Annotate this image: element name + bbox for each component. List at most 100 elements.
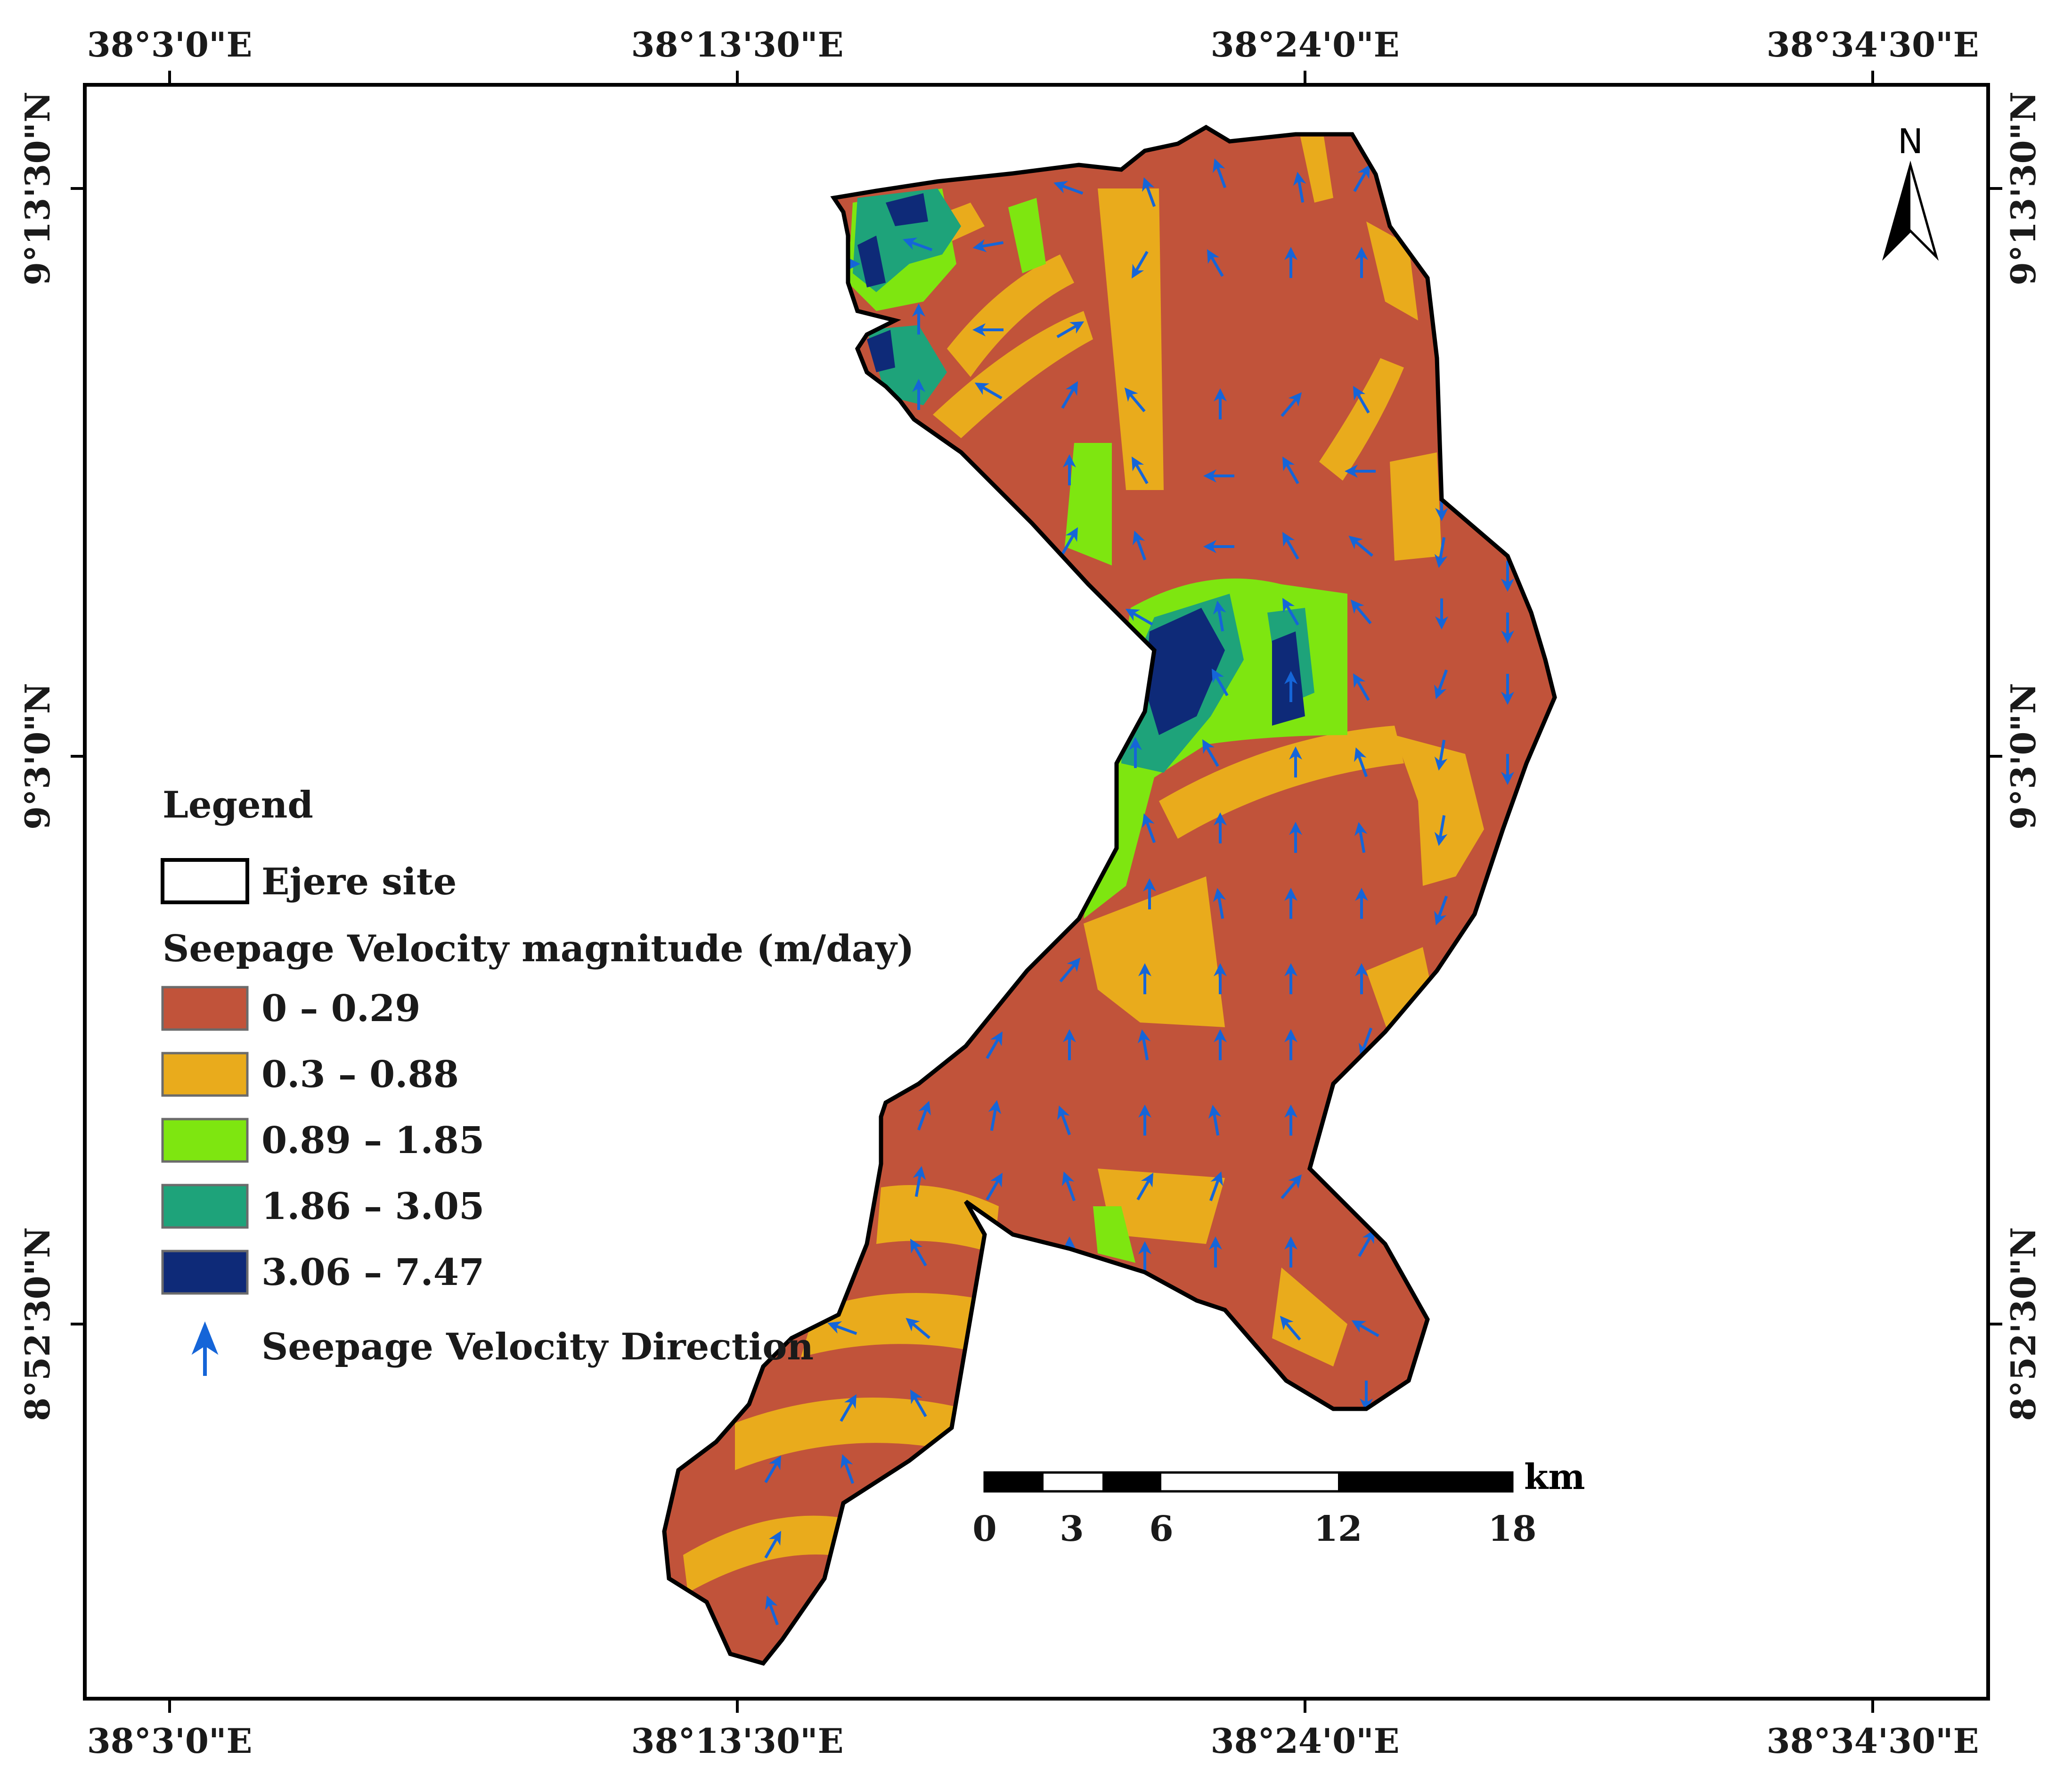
flow-arrow — [1061, 381, 1078, 409]
flow-arrow — [1142, 177, 1156, 207]
lon-label-bottom-2: 38°13'30"E — [631, 1721, 843, 1761]
flow-arrow — [986, 1172, 1003, 1201]
legend-site-swatch — [161, 858, 249, 904]
flow-arrow — [912, 303, 925, 335]
flow-arrow — [1284, 963, 1297, 994]
legend-swatch-4 — [161, 1184, 249, 1229]
flow-arrow — [903, 237, 933, 252]
flow-arrow — [1132, 456, 1149, 484]
north-arrow-label: N — [1898, 122, 1923, 161]
flow-arrow — [1293, 172, 1306, 203]
flow-arrow — [1353, 385, 1370, 414]
flow-arrow — [1203, 469, 1234, 483]
lat-label-left-2: 9°3'0"N — [17, 683, 57, 830]
flow-arrow — [1284, 1236, 1297, 1268]
flow-arrow — [1282, 532, 1299, 560]
flow-arrow — [1138, 1241, 1151, 1272]
flow-arrow — [1501, 561, 1514, 592]
flow-arrow — [1284, 1029, 1297, 1060]
flow-arrow — [1133, 531, 1147, 561]
flow-arrow — [972, 323, 1003, 336]
legend-swatch-2 — [161, 1052, 249, 1097]
flow-arrow — [1138, 1104, 1151, 1136]
legend-classes-title: Seepage Velocity magnitude (m/day) — [163, 927, 914, 970]
legend-class-label-4: 1.86 – 3.05 — [261, 1185, 484, 1228]
flow-arrow — [905, 1317, 930, 1339]
flow-arrow — [1434, 739, 1448, 771]
lon-label-top-3: 38°24'0"E — [1211, 25, 1400, 65]
flow-arrow — [974, 383, 1003, 400]
flow-arrow — [1063, 1029, 1076, 1060]
legend-class-label-1: 0 – 0.29 — [261, 987, 421, 1030]
flow-arrow — [1203, 540, 1234, 553]
flow-arrow — [1062, 1171, 1076, 1202]
scale-tick-18: 18 — [1488, 1509, 1537, 1549]
flow-arrow — [764, 1530, 781, 1559]
flow-arrow — [1348, 535, 1373, 557]
flow-arrow — [1138, 963, 1151, 994]
flow-arrow — [1053, 181, 1084, 195]
legend: Legend Ejere site Seepage Velocity magni… — [161, 784, 914, 1376]
flow-arrow — [1057, 1105, 1071, 1136]
flow-arrow — [1282, 456, 1299, 484]
flow-arrow — [986, 1031, 1003, 1059]
flow-arrow — [1056, 321, 1085, 338]
flow-arrow — [1214, 388, 1227, 419]
flow-arrow — [1355, 247, 1368, 278]
flow-arrow — [1434, 669, 1448, 699]
lon-label-top-1: 38°3'0"E — [87, 25, 253, 65]
flow-arrow — [1434, 815, 1448, 846]
flow-arrow — [1214, 963, 1227, 994]
flow-arrow — [1124, 387, 1146, 412]
legend-title: Legend — [163, 784, 313, 826]
flow-arrow — [1143, 878, 1156, 909]
flow-arrow — [1353, 673, 1370, 701]
lat-label-left-3: 8°52'30"N — [17, 1227, 57, 1421]
flow-arrow — [1132, 251, 1149, 279]
lon-label-bottom-4: 38°34'30"E — [1766, 1721, 1979, 1761]
flow-arrow — [1355, 963, 1368, 994]
flow-arrow — [1353, 164, 1370, 192]
lon-label-bottom-3: 38°24'0"E — [1211, 1721, 1400, 1761]
flow-arrow — [1063, 454, 1076, 485]
flow-arrow — [1354, 822, 1368, 853]
legend-site-label: Ejere site — [261, 860, 457, 903]
flow-arrow — [1209, 1236, 1222, 1268]
scale-tick-12: 12 — [1314, 1509, 1362, 1549]
scale-tick-0: 0 — [972, 1509, 997, 1549]
flow-arrow — [1208, 1104, 1222, 1136]
flow-arrow — [1214, 1029, 1227, 1060]
flow-arrow — [1137, 1029, 1151, 1061]
graticule-left: 9°13'30"N 9°3'0"N 8°52'30"N — [17, 91, 57, 1421]
flow-arrow — [1282, 597, 1299, 626]
flow-arrow — [1212, 668, 1229, 696]
flow-arrow — [1281, 1174, 1302, 1199]
flow-arrow — [1061, 527, 1078, 555]
flow-arrow — [1213, 600, 1226, 632]
legend-swatch-5 — [161, 1250, 249, 1295]
flow-arrow — [913, 1166, 926, 1197]
legend-classes: 0 – 0.29 0.3 – 0.88 0.89 – 1.85 1.86 – 3.05… — [161, 986, 484, 1295]
flow-arrow — [912, 379, 925, 410]
flow-arrow — [1351, 1320, 1379, 1337]
flow-arrow — [1435, 598, 1448, 630]
flow-arrow — [1125, 609, 1153, 626]
legend-class-label-5: 3.06 – 7.47 — [261, 1251, 484, 1294]
flow-arrow — [1214, 812, 1227, 843]
north-arrow: N — [1882, 122, 1939, 261]
scale-tick-6: 6 — [1149, 1509, 1174, 1549]
scale-tick-3: 3 — [1060, 1509, 1084, 1549]
scale-bar: km 0 3 6 12 18 — [972, 1457, 1585, 1549]
flow-arrow — [1284, 247, 1297, 278]
lat-label-right-1: 9°13'30"N — [2003, 91, 2043, 286]
flow-arrow — [1284, 888, 1297, 919]
flow-arrow — [917, 1101, 931, 1131]
flow-arrow — [765, 1595, 779, 1626]
flow-arrow — [1284, 671, 1297, 702]
flow-arrow — [910, 1389, 927, 1417]
flow-arrow — [1434, 537, 1448, 568]
flow-arrow — [1355, 888, 1368, 919]
flow-arrow — [1207, 249, 1224, 277]
flow-arrow — [1142, 813, 1156, 843]
